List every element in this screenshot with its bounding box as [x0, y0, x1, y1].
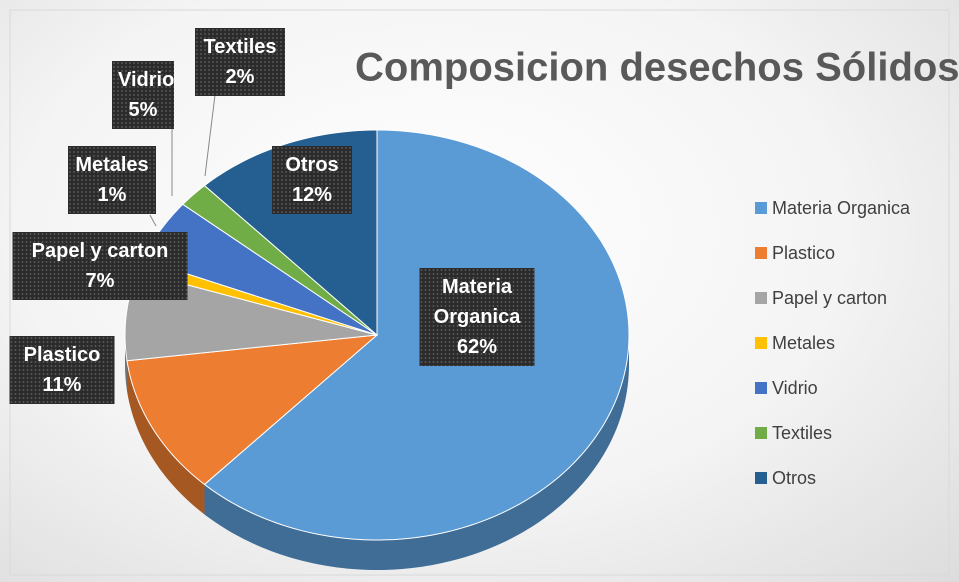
- data-label: Papel y carton 7%: [12, 232, 188, 300]
- legend-label: Materia Organica: [772, 198, 911, 218]
- legend-label: Textiles: [772, 423, 832, 443]
- data-label: Plastico 11%: [9, 336, 115, 404]
- chart-title: Composicion desechos Sólidos: [355, 46, 959, 90]
- data-label: Vidrio 5%: [112, 61, 174, 129]
- data-label-name: Textiles: [203, 36, 277, 58]
- pie: [124, 129, 630, 570]
- data-label-value: 62%: [456, 336, 498, 358]
- legend-swatch: [755, 472, 767, 484]
- data-label-name: Plastico: [23, 344, 101, 366]
- data-label-value: 12%: [291, 184, 333, 206]
- legend-swatch: [755, 337, 767, 349]
- data-label-name: Papel y carton: [31, 240, 169, 262]
- legend-label: Metales: [772, 333, 835, 353]
- legend-swatch: [755, 427, 767, 439]
- data-label-name: Otros: [285, 154, 339, 176]
- data-label-value: 5%: [128, 99, 158, 121]
- pie-slice: [203, 129, 630, 541]
- legend-swatch: [755, 202, 767, 214]
- data-label: Materia Organica 62%: [419, 268, 535, 366]
- data-label-value: 7%: [85, 270, 115, 292]
- legend-swatch: [755, 382, 767, 394]
- data-label-value: 1%: [97, 184, 127, 206]
- legend-label: Plastico: [772, 243, 835, 263]
- data-label: Otros 12%: [272, 146, 352, 214]
- leader-line: [204, 94, 216, 177]
- data-label-name: Metales: [75, 154, 149, 176]
- pie-slice: [126, 334, 379, 486]
- frame: [9, 9, 950, 576]
- data-label-value: 11%: [42, 374, 82, 396]
- pie-side: [126, 360, 205, 515]
- pie-slice: [182, 184, 378, 336]
- legend-label: Vidrio: [772, 378, 818, 398]
- legend-swatch: [755, 247, 767, 259]
- data-label: Metales 1%: [68, 146, 156, 214]
- leader-line: [149, 214, 157, 227]
- data-label: Textiles 2%: [195, 28, 285, 96]
- legend-label: Papel y carton: [772, 288, 887, 308]
- legend-swatch: [755, 292, 767, 304]
- legend-label: Otros: [772, 468, 816, 488]
- data-label-value: 2%: [225, 66, 255, 88]
- data-label-name: Materia Organica: [433, 276, 521, 328]
- data-label-name: Vidrio: [118, 69, 175, 91]
- pie-side: [204, 335, 629, 570]
